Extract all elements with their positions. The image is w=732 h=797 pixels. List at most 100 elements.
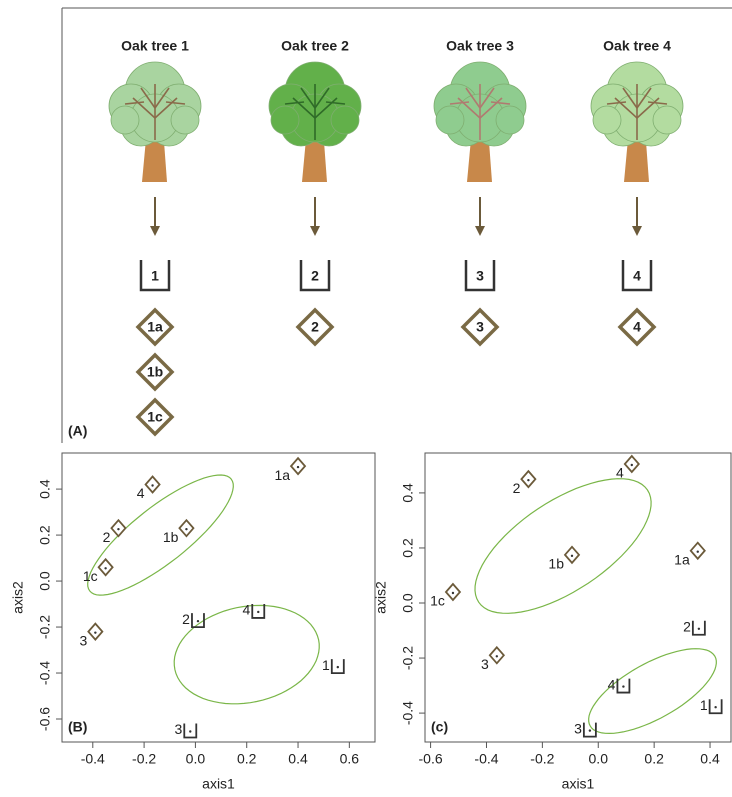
point-dot — [496, 655, 498, 657]
point-label: 1b — [163, 529, 179, 545]
x-tick-label: 0.2 — [644, 751, 664, 767]
crown — [436, 106, 464, 134]
tree — [109, 62, 201, 182]
figure: (A) Oak tree 1 1 1a 1b 1c Oak tree 2 2 2 Oak tre… — [0, 0, 732, 797]
point-dot — [189, 730, 191, 732]
y-tick-label: 0.0 — [400, 593, 416, 613]
crown — [496, 106, 524, 134]
arrow-head — [150, 226, 160, 236]
point-label: 2 — [513, 480, 521, 496]
point-dot — [622, 685, 624, 687]
point-label: 1c — [430, 593, 445, 609]
x-axis-label: axis1 — [562, 776, 595, 792]
point-dot — [571, 555, 573, 557]
panel-label: (A) — [68, 423, 87, 439]
crown — [653, 106, 681, 134]
point-dot — [257, 611, 259, 613]
point-dot — [94, 631, 96, 633]
point-dot — [117, 528, 119, 530]
sample-label: 1a — [147, 319, 163, 335]
x-tick-label: -0.6 — [419, 751, 443, 767]
x-tick-label: 0.0 — [589, 751, 609, 767]
y-tick-label: 0.4 — [400, 483, 416, 503]
page: (A) Oak tree 1 1 1a 1b 1c Oak tree 2 2 2 Oak tre… — [0, 0, 732, 797]
sample-label: 1c — [147, 409, 163, 425]
y-axis-label: axis2 — [10, 581, 26, 614]
point-label: 3 — [80, 632, 88, 648]
crown — [271, 106, 299, 134]
point-label: 4 — [608, 676, 616, 692]
arrow-head — [632, 226, 642, 236]
crown — [331, 106, 359, 134]
point-label: 4 — [616, 465, 624, 481]
point-dot — [527, 479, 529, 481]
tree-title: Oak tree 1 — [121, 38, 189, 54]
point-label: 1b — [548, 556, 564, 572]
x-tick-label: 0.4 — [700, 751, 720, 767]
point-label: 1 — [700, 697, 708, 713]
point-label: 3 — [174, 721, 182, 737]
crown — [171, 106, 199, 134]
crown — [593, 106, 621, 134]
x-tick-label: -0.4 — [474, 751, 498, 767]
tree-title: Oak tree 2 — [281, 38, 349, 54]
point-label: 4 — [242, 602, 250, 618]
tree-title: Oak tree 3 — [446, 38, 514, 54]
arrow-head — [310, 226, 320, 236]
y-tick-label: -0.2 — [37, 615, 53, 639]
tree — [269, 62, 361, 182]
point-label: 1a — [274, 467, 290, 483]
point-dot — [452, 592, 454, 594]
y-axis-label: axis2 — [373, 581, 389, 614]
sample-label: 4 — [633, 319, 641, 335]
point-label: 1c — [83, 568, 98, 584]
point-label: 4 — [137, 485, 145, 501]
point-dot — [151, 484, 153, 486]
y-tick-label: 0.4 — [37, 479, 53, 499]
x-tick-label: 0.6 — [340, 751, 360, 767]
tree — [591, 62, 683, 182]
point-dot — [631, 464, 633, 466]
plot-frame — [425, 453, 731, 742]
y-tick-label: -0.4 — [400, 701, 416, 725]
sample-label: 3 — [476, 319, 484, 335]
crown — [111, 106, 139, 134]
x-tick-label: -0.4 — [81, 751, 105, 767]
point-dot — [297, 466, 299, 468]
point-label: 1 — [322, 657, 330, 673]
arrow-head — [475, 226, 485, 236]
bucket-label: 2 — [311, 268, 319, 284]
x-tick-label: 0.2 — [237, 751, 257, 767]
point-label: 1a — [674, 551, 690, 567]
y-tick-label: 0.0 — [37, 571, 53, 591]
y-tick-label: -0.2 — [400, 646, 416, 670]
point-dot — [589, 729, 591, 731]
y-tick-label: 0.2 — [400, 538, 416, 558]
point-label: 2 — [683, 618, 691, 634]
panel-label: (c) — [431, 719, 448, 735]
point-dot — [698, 628, 700, 630]
point-label: 3 — [574, 720, 582, 736]
plot-frame — [62, 453, 375, 742]
point-label: 2 — [182, 611, 190, 627]
point-dot — [185, 528, 187, 530]
point-label: 2 — [103, 529, 111, 545]
point-label: 3 — [481, 656, 489, 672]
x-tick-label: 0.4 — [288, 751, 308, 767]
x-axis-label: axis1 — [202, 776, 235, 792]
y-tick-label: -0.6 — [37, 707, 53, 731]
panel-label: (B) — [68, 719, 87, 735]
tree-title: Oak tree 4 — [603, 38, 671, 54]
sample-label: 1b — [147, 364, 163, 380]
x-tick-label: -0.2 — [132, 751, 156, 767]
point-dot — [104, 567, 106, 569]
point-dot — [697, 551, 699, 553]
bucket-label: 1 — [151, 268, 159, 284]
x-tick-label: 0.0 — [186, 751, 206, 767]
bucket-label: 3 — [476, 268, 484, 284]
bucket-label: 4 — [633, 268, 641, 284]
ellipse — [174, 605, 319, 703]
point-dot — [337, 666, 339, 668]
y-tick-label: 0.2 — [37, 525, 53, 545]
point-dot — [714, 706, 716, 708]
